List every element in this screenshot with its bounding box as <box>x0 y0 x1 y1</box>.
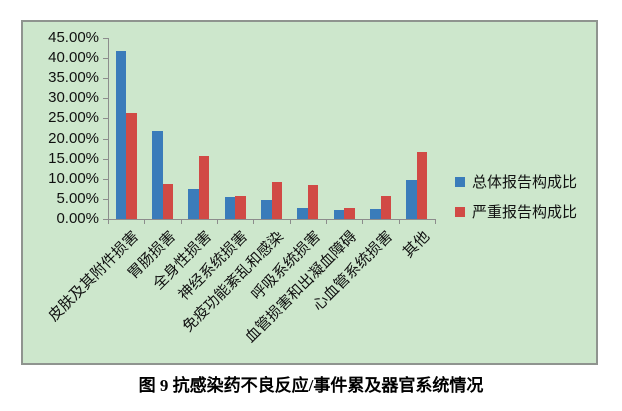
chart-figure: 总体报告构成比 严重报告构成比 45.00% 40.00% 35.00% 30.00%… <box>21 20 598 365</box>
y-axis-tick <box>103 78 108 80</box>
bar <box>333 210 345 219</box>
x-axis-tick <box>108 219 109 224</box>
bar <box>370 209 381 219</box>
bar <box>261 200 272 219</box>
x-axis-tick <box>398 219 400 224</box>
figure-caption: 图 9 抗感染药不良反应/事件累及器官系统情况 <box>138 376 484 395</box>
y-axis-tick-label: 10.00% <box>48 169 99 187</box>
x-axis-tick <box>144 219 146 224</box>
y-axis-tick-label: 45.00% <box>48 29 99 46</box>
bar <box>406 180 417 219</box>
y-axis-tick <box>103 198 108 200</box>
y-axis-tick <box>103 38 108 39</box>
legend-label-serious: 严重报告构成比 <box>472 204 578 221</box>
y-axis-tick <box>103 158 108 160</box>
y-axis-tick-label: 5.00% <box>56 189 99 207</box>
y-axis-tick-label: 15.00% <box>48 149 99 167</box>
x-axis-tick <box>253 219 255 224</box>
y-axis-tick <box>103 118 108 120</box>
x-axis-tick <box>216 219 218 224</box>
legend-swatch-blue <box>455 176 465 187</box>
bar <box>126 113 137 219</box>
bar <box>198 156 210 219</box>
y-axis-tick-label: 40.00% <box>48 49 99 67</box>
legend-label-total: 总体报告构成比 <box>472 174 578 191</box>
x-axis-tick <box>289 219 291 224</box>
bar <box>188 189 199 219</box>
y-axis-line <box>108 38 109 219</box>
legend-swatch-red <box>455 206 465 217</box>
y-axis-tick <box>103 138 108 140</box>
bar <box>224 197 236 219</box>
bar <box>344 208 355 219</box>
y-axis-tick <box>103 98 108 100</box>
legend: 总体报告构成比 严重报告构成比 <box>455 171 577 231</box>
x-axis-tick <box>325 219 327 224</box>
y-axis-tick <box>103 178 108 180</box>
y-axis-tick-label: 20.00% <box>48 129 99 147</box>
y-axis-tick <box>103 219 108 220</box>
bar <box>235 196 246 219</box>
bar <box>162 184 173 219</box>
y-axis-tick <box>103 58 108 60</box>
legend-item-total: 总体报告构成比 <box>455 171 577 192</box>
y-axis-tick-label: 35.00% <box>48 69 99 87</box>
bar <box>152 131 163 219</box>
x-axis-tick <box>434 219 436 224</box>
x-axis-tick <box>180 219 182 224</box>
bar <box>297 208 308 219</box>
bar <box>271 182 282 219</box>
y-axis-tick-label: 30.00% <box>48 89 99 107</box>
bar <box>115 51 127 219</box>
bar <box>416 152 428 219</box>
y-axis-tick-label: 0.00% <box>56 210 99 227</box>
legend-item-serious: 严重报告构成比 <box>455 201 577 222</box>
x-axis-line <box>108 219 436 220</box>
bar <box>307 185 319 219</box>
bar <box>380 196 391 219</box>
x-axis-tick <box>362 219 364 224</box>
y-axis-tick-label: 25.00% <box>48 109 99 127</box>
